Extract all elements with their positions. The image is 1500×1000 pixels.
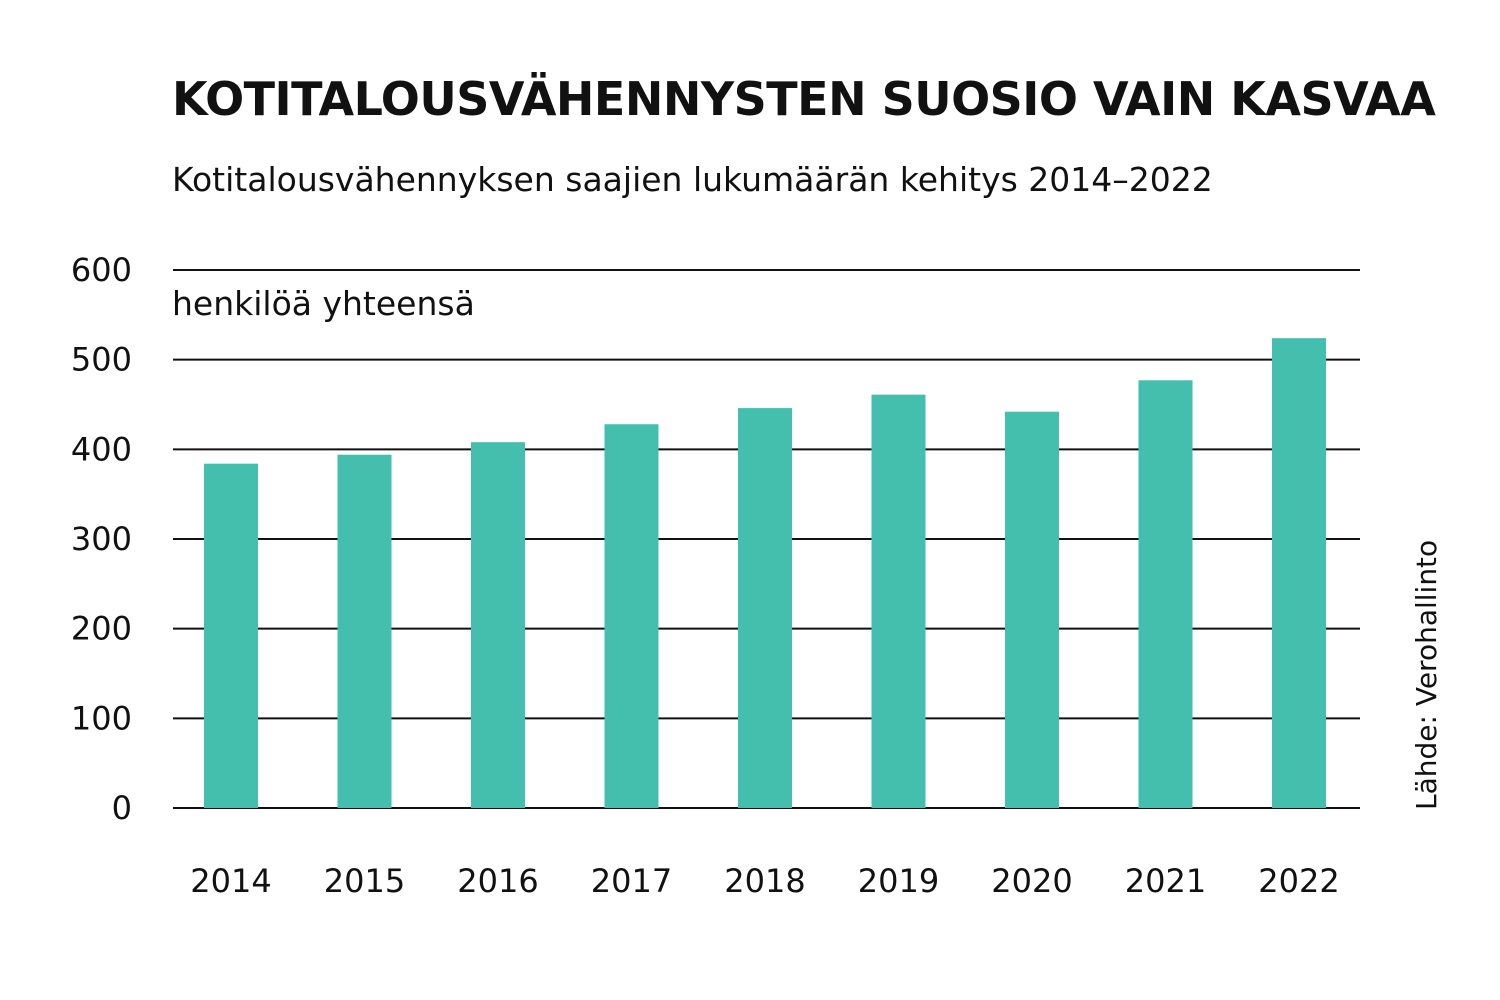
x-tick-label-2015: 2015 (324, 862, 405, 900)
chart-subtitle: Kotitalousvähennyksen saajien lukumäärän… (172, 160, 1213, 199)
y-tick-label-100: 100 (71, 699, 132, 737)
bar-2016 (471, 442, 525, 808)
bar-2015 (337, 454, 392, 808)
x-axis-labels: 2014 2015 2016 2017 2018 2019 2020 2021 2022 (190, 862, 1339, 900)
bar-2017 (604, 424, 659, 808)
y-tick-label-200: 200 (71, 610, 132, 648)
bar-2022 (1272, 338, 1326, 808)
x-tick-label-2014: 2014 (190, 862, 271, 900)
y-tick-label-0: 0 (112, 789, 132, 827)
x-tick-label-2022: 2022 (1258, 862, 1339, 900)
x-tick-label-2020: 2020 (991, 862, 1072, 900)
y-tick-label-600: 600 (71, 251, 132, 289)
x-tick-label-2019: 2019 (858, 862, 939, 900)
y-tick-label-400: 400 (71, 430, 132, 468)
bar-2021 (1138, 380, 1193, 808)
x-tick-label-2016: 2016 (457, 862, 538, 900)
bar-2020 (1005, 411, 1059, 808)
x-tick-label-2017: 2017 (591, 862, 672, 900)
bar-2019 (871, 394, 926, 808)
chart-title: KOTITALOUSVÄHENNYSTEN SUOSIO VAIN KASVAA (172, 72, 1436, 126)
x-tick-label-2018: 2018 (724, 862, 805, 900)
x-tick-label-2021: 2021 (1125, 862, 1206, 900)
y-axis-unit-label: henkilöä yhteensä (172, 284, 475, 323)
y-tick-label-300: 300 (71, 520, 132, 558)
bar-2014 (204, 463, 258, 808)
y-tick-label-500: 500 (71, 341, 132, 379)
bar-2018 (738, 408, 792, 808)
bars (204, 338, 1326, 808)
y-axis-ticks: 0 100 200 300 400 500 600 (71, 251, 132, 827)
